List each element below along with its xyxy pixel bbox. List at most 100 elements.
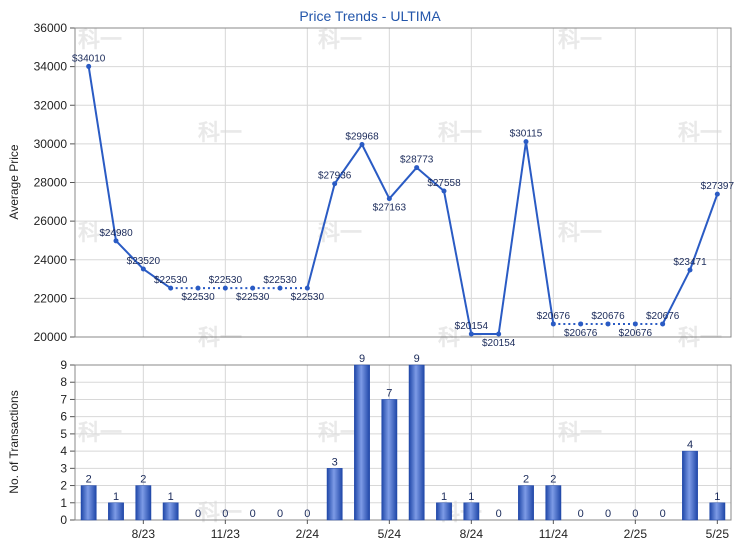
price-point (550, 321, 556, 327)
transaction-bar (162, 502, 179, 521)
price-data-label: $27558 (427, 178, 461, 189)
price-tick-label: 32000 (34, 98, 68, 112)
transactions-tick-label: 6 (60, 410, 67, 424)
transaction-data-label: 0 (605, 508, 611, 520)
transaction-bar (463, 502, 480, 521)
x-tick-label: 8/24 (460, 527, 484, 541)
transaction-bar (326, 468, 343, 521)
price-data-label: $22530 (291, 292, 325, 303)
watermark-text: 科一 (438, 326, 482, 351)
x-tick-label: 5/25 (706, 527, 730, 541)
watermark-text: 科一 (558, 221, 602, 246)
transaction-data-label: 1 (113, 491, 119, 503)
price-data-label: $23471 (673, 257, 707, 268)
transaction-data-label: 1 (441, 491, 447, 503)
price-data-label: $24980 (99, 228, 133, 239)
price-point (414, 165, 420, 171)
transaction-bar (354, 364, 370, 521)
transaction-bar (108, 502, 124, 521)
price-data-label: $29968 (345, 131, 379, 142)
transaction-data-label: 0 (578, 508, 584, 520)
watermark-text: 科一 (198, 326, 242, 351)
transactions-tick-label: 7 (60, 392, 67, 406)
price-data-label: $27397 (701, 181, 735, 192)
price-data-label: $27163 (373, 203, 407, 214)
watermark-text: 科一 (78, 28, 122, 53)
price-line-segment (333, 143, 363, 185)
transaction-bar (709, 502, 726, 521)
price-line-segment (388, 166, 418, 200)
transactions-tick-label: 0 (60, 513, 67, 527)
price-data-label: $20676 (646, 311, 680, 322)
transactions-tick-label: 5 (60, 427, 67, 441)
transaction-data-label: 2 (523, 474, 529, 486)
price-tick-label: 24000 (34, 253, 68, 267)
price-tick-label: 34000 (34, 60, 68, 74)
transactions-tick-label: 4 (60, 444, 67, 458)
transaction-data-label: 4 (687, 439, 693, 451)
price-tick-label: 36000 (34, 21, 68, 35)
price-point (496, 331, 502, 337)
transaction-data-label: 1 (168, 491, 174, 503)
transaction-bar (682, 450, 698, 521)
transaction-data-label: 0 (195, 508, 201, 520)
price-point (304, 285, 310, 291)
price-data-label: $20154 (455, 321, 489, 332)
price-data-label: $22530 (263, 275, 297, 286)
price-line-segment (497, 141, 527, 335)
price-line-segment (361, 144, 391, 200)
price-point (441, 188, 447, 194)
price-point (468, 331, 474, 337)
price-point (222, 285, 228, 291)
transactions-tick-label: 2 (60, 479, 67, 493)
price-data-label: $22530 (154, 275, 188, 286)
transactions-tick-label: 8 (60, 375, 67, 389)
transaction-data-label: 0 (250, 508, 256, 520)
watermark-text: 科一 (318, 28, 362, 53)
transaction-data-label: 2 (86, 474, 92, 486)
price-line-segment (306, 183, 336, 289)
transaction-bar (80, 485, 97, 521)
price-point (605, 321, 611, 327)
price-tick-label: 30000 (34, 137, 68, 151)
transaction-data-label: 2 (140, 474, 146, 486)
transaction-bar (545, 485, 562, 521)
transaction-bar (408, 364, 425, 521)
top-plot-frame (74, 27, 732, 338)
price-point (714, 191, 720, 197)
transaction-data-label: 7 (386, 387, 392, 399)
price-point (359, 141, 365, 147)
price-line-segment (416, 166, 445, 192)
price-line-segment (87, 66, 117, 241)
price-point (250, 285, 256, 291)
price-data-label: $22530 (236, 292, 270, 303)
price-point (660, 321, 666, 327)
price-tick-label: 28000 (34, 176, 68, 190)
price-tick-label: 20000 (34, 330, 68, 344)
transactions-tick-label: 3 (60, 461, 67, 475)
transaction-data-label: 0 (222, 508, 228, 520)
transaction-data-label: 9 (359, 353, 365, 365)
transactions-axis-title: No. of Transactions (7, 390, 21, 493)
price-line-segment (115, 240, 145, 270)
chart-title: Price Trends - ULTIMA (299, 8, 441, 24)
watermark-text: 科一 (558, 28, 602, 53)
price-point (140, 266, 146, 272)
price-line-segment (689, 193, 719, 271)
price-data-label: $20676 (537, 311, 571, 322)
watermark-text: 科一 (678, 121, 722, 146)
transaction-data-label: 0 (660, 508, 666, 520)
bar-series (80, 364, 726, 521)
transaction-data-label: 3 (332, 456, 338, 468)
price-line-segment (142, 268, 172, 289)
transaction-data-label: 2 (550, 474, 556, 486)
price-data-label: $20676 (564, 328, 598, 339)
watermark-text: 科一 (198, 121, 242, 146)
transaction-data-label: 9 (414, 353, 420, 365)
bottom-plot-frame (74, 364, 732, 521)
price-point (578, 321, 584, 327)
line-series (86, 63, 720, 337)
x-tick-label: 2/24 (296, 527, 320, 541)
